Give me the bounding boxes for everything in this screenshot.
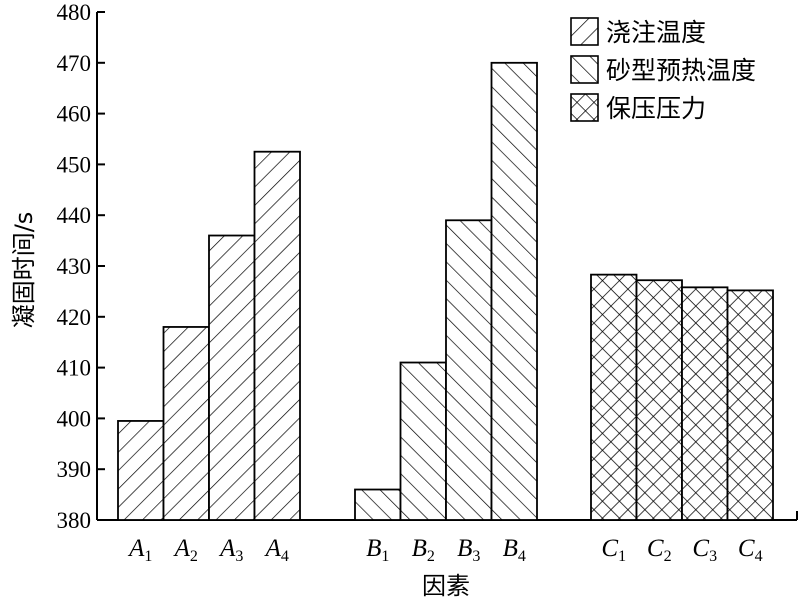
category-label: B1 bbox=[366, 535, 389, 565]
y-tick-label: 440 bbox=[57, 203, 92, 228]
category-label: C1 bbox=[601, 535, 626, 565]
legend-swatch bbox=[570, 17, 599, 46]
legend-item: 浇注温度 bbox=[570, 17, 706, 47]
bar-c3 bbox=[681, 286, 729, 521]
bar-a2 bbox=[162, 326, 210, 521]
y-tick-label: 460 bbox=[57, 102, 92, 127]
y-tick-label: 480 bbox=[57, 0, 92, 25]
bar-b1 bbox=[354, 488, 402, 521]
category-label: B3 bbox=[457, 535, 480, 565]
category-label: C4 bbox=[738, 535, 763, 565]
y-tick-label: 450 bbox=[57, 152, 92, 177]
category-labels: A1 A2 A3 A4 B1 B2 B3 B4 C1 C2 C3 C4 bbox=[127, 535, 762, 565]
bar-c2 bbox=[635, 279, 683, 521]
y-tick-label: 430 bbox=[57, 254, 92, 279]
y-tick-label: 400 bbox=[57, 406, 92, 431]
legend-swatch bbox=[570, 55, 599, 84]
y-axis-title: 凝固时间/s bbox=[10, 212, 38, 329]
y-tick-label: 470 bbox=[57, 51, 92, 76]
legend-label: 浇注温度 bbox=[606, 18, 706, 47]
category-label: B4 bbox=[503, 535, 526, 565]
x-axis-title: 因素 bbox=[422, 572, 470, 600]
bar-b2 bbox=[399, 361, 447, 521]
y-tick-label: 420 bbox=[57, 305, 92, 330]
legend-label: 砂型预热温度 bbox=[606, 56, 756, 85]
bars bbox=[117, 61, 774, 521]
y-tick-label: 390 bbox=[57, 457, 92, 482]
bar-b4 bbox=[490, 61, 538, 521]
axes: 380 390 400 410 420 430 440 450 460 470 480 bbox=[57, 0, 798, 533]
bar-a1 bbox=[117, 420, 165, 521]
bar-c1 bbox=[590, 273, 638, 521]
bar-b3 bbox=[445, 219, 493, 521]
bar-a3 bbox=[208, 234, 256, 521]
category-label: C2 bbox=[647, 535, 672, 565]
legend-item: 保压压力 bbox=[570, 93, 706, 123]
legend-item: 砂型预热温度 bbox=[570, 55, 756, 85]
category-label: B2 bbox=[412, 535, 435, 565]
bar-a4 bbox=[253, 150, 301, 521]
bar-c4 bbox=[726, 289, 774, 521]
y-tick-label: 380 bbox=[57, 508, 92, 533]
category-label: A2 bbox=[173, 535, 198, 565]
category-label: C3 bbox=[692, 535, 717, 565]
category-label: A1 bbox=[127, 535, 152, 565]
category-label: A3 bbox=[218, 535, 243, 565]
legend-label: 保压压力 bbox=[606, 94, 706, 123]
legend-swatch bbox=[570, 93, 599, 122]
y-tick-label: 410 bbox=[57, 356, 92, 381]
category-label: A4 bbox=[264, 535, 289, 565]
